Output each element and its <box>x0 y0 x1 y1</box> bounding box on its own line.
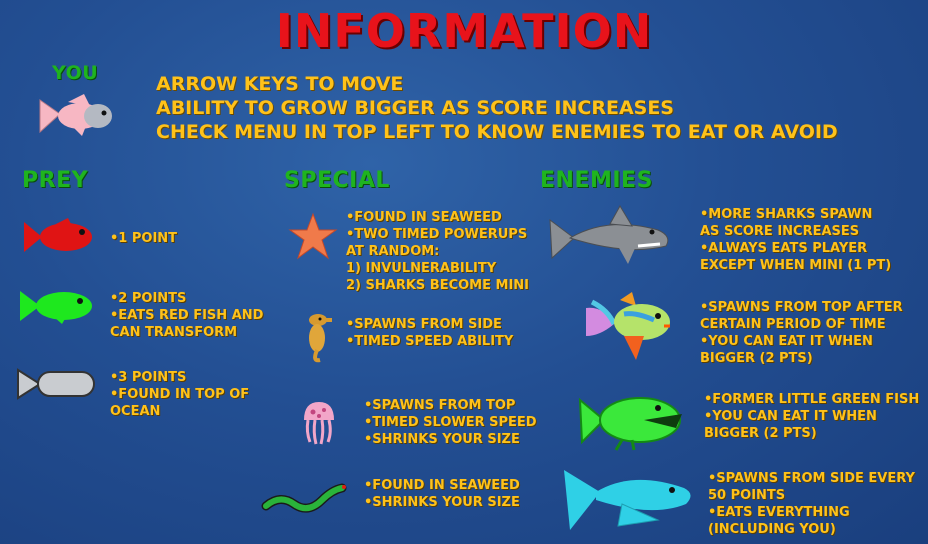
desc-line: EXCEPT WHEN MINI (1 PT) <box>700 258 892 273</box>
desc-line: •2 POINTS <box>110 291 187 306</box>
special-desc: •FOUND IN SEAWEED •SHRINKS YOUR SIZE <box>364 477 520 511</box>
jellyfish-icon <box>304 402 334 445</box>
desc-line: •TWO TIMED POWERUPS <box>346 227 528 242</box>
desc-line: •SPAWNS FROM TOP <box>364 398 516 413</box>
desc-line: 1) INVULNERABILITY <box>346 261 497 276</box>
desc-line: BIGGER (2 PTS) <box>700 351 813 366</box>
desc-line: •FOUND IN SEAWEED <box>346 210 502 225</box>
shark-icon <box>549 205 669 264</box>
desc-line: •3 POINTS <box>110 370 187 385</box>
desc-line: •TIMED SLOWER SPEED <box>364 415 537 430</box>
green-fish-icon <box>20 291 92 324</box>
desc-line: •YOU CAN EAT IT WHEN <box>700 334 873 349</box>
prey-desc: •3 POINTS •FOUND IN TOP OF OCEAN <box>110 369 249 420</box>
enemies-heading: ENEMIES <box>540 168 653 193</box>
desc-line: •FOUND IN SEAWEED <box>364 478 520 493</box>
desc-line: •FOUND IN TOP OF <box>110 387 250 402</box>
prey-desc: •2 POINTS •EATS RED FISH AND CAN TRANSFO… <box>110 290 263 341</box>
desc-line: •FORMER LITTLE GREEN FISH <box>704 392 920 407</box>
enemy-desc: •MORE SHARKS SPAWN AS SCORE INCREASES •A… <box>700 206 891 274</box>
desc-line: •MORE SHARKS SPAWN <box>700 207 873 222</box>
special-desc: •SPAWNS FROM SIDE •TIMED SPEED ABILITY <box>346 316 513 350</box>
desc-line: OCEAN <box>110 404 161 419</box>
desc-line: •TIMED SPEED ABILITY <box>346 334 514 349</box>
desc-line: •SPAWNS FROM TOP AFTER <box>700 300 903 315</box>
prey-desc: •1 POINT <box>110 230 177 247</box>
desc-line: (INCLUDING YOU) <box>708 522 836 537</box>
player-fish-icon <box>39 94 112 136</box>
enemy-desc: •FORMER LITTLE GREEN FISH •YOU CAN EAT I… <box>704 391 919 442</box>
controls-info: ARROW KEYS TO MOVE ABILITY TO GROW BIGGE… <box>156 72 838 144</box>
desc-line: CERTAIN PERIOD OF TIME <box>700 317 886 332</box>
desc-line: 50 POINTS <box>708 488 786 503</box>
info-line: ARROW KEYS TO MOVE <box>156 73 404 95</box>
enemy-desc: •SPAWNS FROM SIDE EVERY 50 POINTS •EATS … <box>708 470 915 538</box>
special-heading: SPECIAL <box>284 168 390 193</box>
desc-line: •SHRINKS YOUR SIZE <box>364 432 520 447</box>
desc-line: •YOU CAN EAT IT WHEN <box>704 409 877 424</box>
desc-line: AS SCORE INCREASES <box>700 224 860 239</box>
desc-line: •ALWAYS EATS PLAYER <box>700 241 868 256</box>
desc-line: •SHRINKS YOUR SIZE <box>364 495 520 510</box>
enemy-desc: •SPAWNS FROM TOP AFTER CERTAIN PERIOD OF… <box>700 299 903 367</box>
info-line: CHECK MENU IN TOP LEFT TO KNOW ENEMIES T… <box>156 121 838 143</box>
starfish-icon <box>288 212 338 260</box>
red-fish-icon <box>24 218 92 252</box>
desc-line: 2) SHARKS BECOME MINI <box>346 278 530 293</box>
desc-line: AT RANDOM: <box>346 244 440 259</box>
desc-line: •EATS RED FISH AND <box>110 308 264 323</box>
eel-icon <box>261 483 347 513</box>
desc-line: •SPAWNS FROM SIDE <box>346 317 502 332</box>
grey-fish-icon <box>17 368 95 400</box>
info-line: ABILITY TO GROW BIGGER AS SCORE INCREASE… <box>156 97 674 119</box>
desc-line: BIGGER (2 PTS) <box>704 426 817 441</box>
desc-line: CAN TRANSFORM <box>110 325 238 340</box>
desc-line: •SPAWNS FROM SIDE EVERY <box>708 471 915 486</box>
prey-heading: PREY <box>22 168 89 193</box>
big-green-fish-icon <box>578 397 682 451</box>
special-desc: •SPAWNS FROM TOP •TIMED SLOWER SPEED •SH… <box>364 397 537 448</box>
special-desc: •FOUND IN SEAWEED •TWO TIMED POWERUPS AT… <box>346 209 529 294</box>
tropical-fish-icon <box>586 292 670 360</box>
you-heading: YOU <box>52 62 99 84</box>
page-title: INFORMATION <box>275 4 653 58</box>
blue-fish-icon <box>564 470 691 530</box>
seahorse-icon <box>309 314 332 363</box>
desc-line: •1 POINT <box>110 231 178 246</box>
desc-line: •EATS EVERYTHING <box>708 505 850 520</box>
